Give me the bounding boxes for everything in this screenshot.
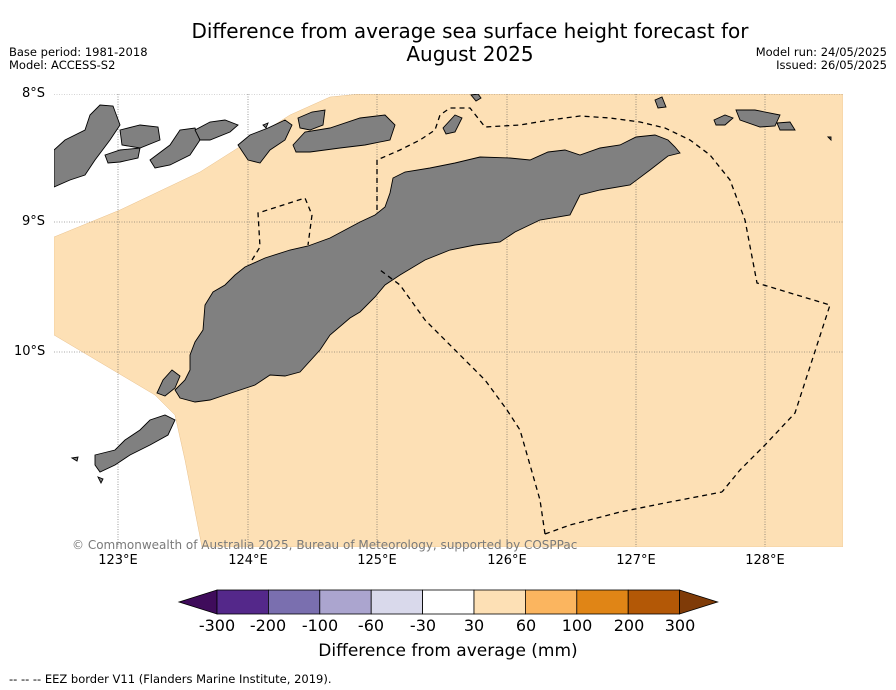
title-line-2: August 2025 xyxy=(406,42,534,66)
lon-label-127e: 127°E xyxy=(616,553,656,568)
alor-island xyxy=(237,119,293,164)
base-period: Base period: 1981-2018 xyxy=(9,45,148,59)
meta-right: Model run: 24/05/2025 Issued: 26/05/2025 xyxy=(756,46,887,72)
model-run: Model run: 24/05/2025 xyxy=(755,45,887,59)
liran-islet xyxy=(262,122,269,129)
lat-label-10s: 10°S xyxy=(14,344,46,359)
colorbar-extend-low xyxy=(177,589,218,615)
solor-island xyxy=(104,147,141,164)
gridlines xyxy=(54,94,843,547)
colorbar-tick-100: 100 xyxy=(561,616,593,635)
colorbar-segment xyxy=(267,589,321,615)
colorbar-segment xyxy=(319,589,372,615)
colorbar-tick-m30: -30 xyxy=(409,616,437,635)
wetar-island xyxy=(292,114,396,153)
colorbar-tick-60: 60 xyxy=(515,616,537,635)
colorbar-segment xyxy=(525,589,578,615)
lat-label-8s: 8°S xyxy=(22,86,46,101)
eez-border xyxy=(251,107,831,535)
rote-island xyxy=(94,414,176,473)
ocean-anomaly-fill xyxy=(54,94,843,547)
colorbar-segment xyxy=(216,589,269,615)
meta-left: Base period: 1981-2018 Model: ACCESS-S2 xyxy=(9,46,148,72)
lat-label-9s: 9°S xyxy=(22,214,46,229)
issued-date: Issued: 26/05/2025 xyxy=(776,58,887,72)
colorbar-tick-200: 200 xyxy=(613,616,645,635)
model-name: Model: ACCESS-S2 xyxy=(9,58,116,72)
map-title: Difference from average sea surface heig… xyxy=(100,20,840,66)
lon-label-128e: 128°E xyxy=(745,553,785,568)
lon-label-124e: 124°E xyxy=(228,553,268,568)
ndana-islet xyxy=(97,476,104,485)
pantar-island xyxy=(194,119,239,141)
sermata-island xyxy=(776,121,796,131)
babar-islet xyxy=(826,136,832,142)
colorbar-segment xyxy=(627,589,681,615)
timor-island xyxy=(174,134,681,403)
title-line-1: Difference from average sea surface heig… xyxy=(191,19,749,43)
colorbar-segment xyxy=(422,589,475,615)
land-masses xyxy=(54,94,832,485)
colorbar-segment xyxy=(576,589,629,615)
leti-island xyxy=(654,96,667,109)
adonara-island xyxy=(119,124,161,149)
semau-island xyxy=(156,369,181,397)
eez-border-oecusse xyxy=(251,197,313,261)
colorbar-tick-30: 30 xyxy=(463,616,485,635)
lon-label-123e: 123°E xyxy=(98,553,138,568)
colorbar-tick-m200: -200 xyxy=(249,616,287,635)
colorbar-extend-high xyxy=(679,589,719,615)
colorbar-segment xyxy=(473,589,526,615)
colorbar-segment xyxy=(370,589,424,615)
romang-island xyxy=(470,94,482,102)
colorbar-tick-m60: -60 xyxy=(357,616,385,635)
lon-label-125e: 125°E xyxy=(357,553,397,568)
lakor-island xyxy=(735,109,781,128)
kisar-island xyxy=(442,114,463,135)
eez-border-west xyxy=(379,269,546,535)
colorbar-title: Difference from average (mm) xyxy=(318,641,578,661)
atauro-island xyxy=(297,109,326,131)
ndao-islet xyxy=(70,456,79,462)
moa-island xyxy=(713,114,734,126)
colorbar-tick-m300: -300 xyxy=(198,616,236,635)
colorbar xyxy=(177,589,719,615)
eez-legend-footnote: -- -- -- EEZ border V11 (Flanders Marine… xyxy=(9,672,332,686)
lon-label-126e: 126°E xyxy=(487,553,527,568)
copyright-notice: © Commonwealth of Australia 2025, Bureau… xyxy=(72,538,578,552)
colorbar-tick-300: 300 xyxy=(664,616,696,635)
eez-border-south xyxy=(544,491,723,535)
flores-east-island xyxy=(54,104,121,188)
colorbar-tick-m100: -100 xyxy=(301,616,339,635)
